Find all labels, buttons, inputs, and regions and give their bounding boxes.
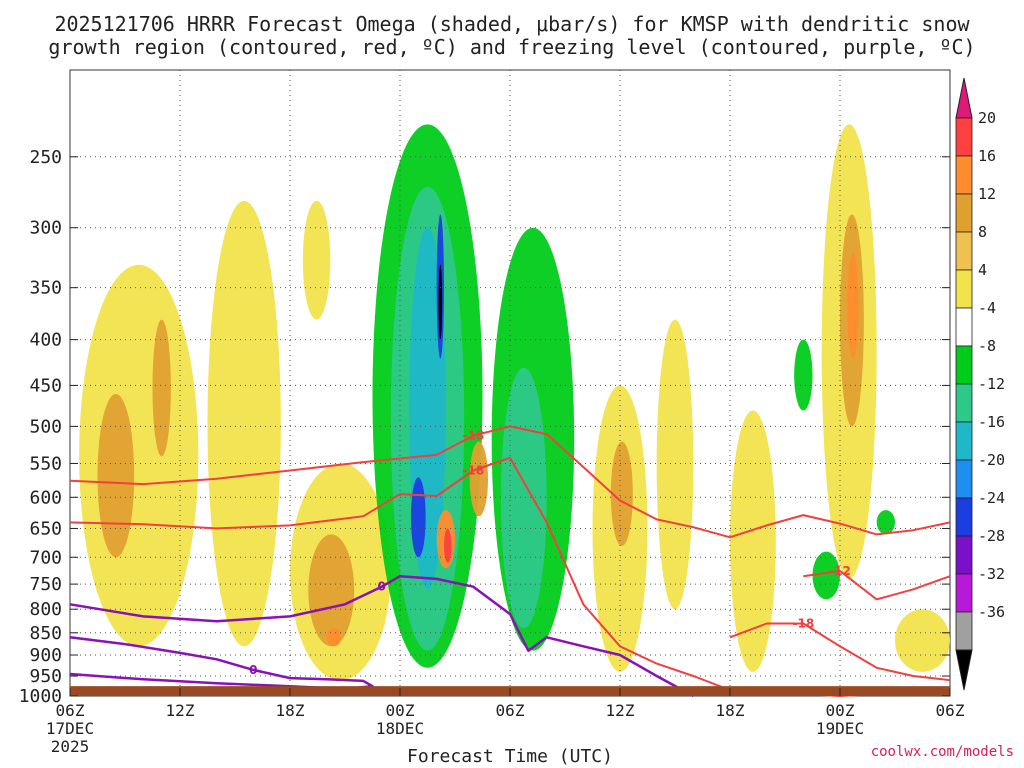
colorbar-label: -24 — [978, 489, 1005, 507]
colorbar-label: 16 — [978, 147, 996, 165]
dendritic-contour-label: -12 — [829, 564, 851, 578]
colorbar-label: -32 — [978, 565, 1005, 583]
colorbar-swatch — [955, 611, 973, 651]
y-tick-label: 950 — [29, 666, 62, 687]
omega-region--8 — [876, 510, 895, 535]
freezing-contour-line — [69, 636, 374, 691]
freezing-contour-line — [69, 574, 694, 698]
omega-region-12 — [847, 252, 859, 359]
colorbar-label: -20 — [978, 451, 1005, 469]
colorbar-swatch — [955, 383, 973, 423]
colorbar-swatch — [955, 573, 973, 613]
y-axis: 2503003504004505005506006507007508008509… — [19, 147, 950, 707]
y-tick-label: 250 — [29, 147, 62, 168]
x-tick-label: 06Z — [936, 701, 965, 720]
colorbar-swatch — [955, 269, 973, 309]
omega-region-8 — [469, 441, 489, 517]
x-tick-label: 06Z — [496, 701, 525, 720]
y-tick-label: 450 — [29, 375, 62, 396]
omega-region-4 — [302, 200, 331, 320]
omega-region-8 — [152, 319, 171, 457]
dendritic-contour-label: -18 — [462, 463, 484, 477]
omega-region--8 — [794, 339, 813, 411]
colorbar-swatch — [955, 155, 973, 195]
x-tick-year: 2025 — [51, 737, 90, 756]
colorbar-label: -28 — [978, 527, 1005, 545]
x-tick-date: 19DEC — [816, 719, 864, 738]
y-tick-label: 600 — [29, 487, 62, 508]
dendritic-contour-label: -18 — [792, 617, 814, 631]
colorbar-label: -8 — [978, 337, 996, 355]
freezing-contour-label: 0 — [377, 580, 385, 594]
x-axis-title: Forecast Time (UTC) — [407, 746, 613, 767]
x-tick-date: 18DEC — [376, 719, 424, 738]
colorbar-label: -4 — [978, 299, 996, 317]
y-tick-label: 800 — [29, 599, 62, 620]
x-tick-date: 17DEC — [46, 719, 94, 738]
colorbar-label: 8 — [978, 223, 987, 241]
omega-region-4 — [730, 410, 776, 672]
title-line-2: growth region (contoured, red, ºC) and f… — [48, 35, 975, 59]
colorbar: 20 16 12 8 4 -4 -8 -12 -16 -20 -24 -28 -32 -36 — [955, 77, 1005, 691]
colorbar-label: -16 — [978, 413, 1005, 431]
y-tick-label: 550 — [29, 453, 62, 474]
colorbar-label: -36 — [978, 603, 1005, 621]
omega-region-4 — [656, 319, 694, 610]
y-tick-label: 750 — [29, 574, 62, 595]
x-tick-label: 06Z — [56, 701, 85, 720]
credit-link[interactable]: coolwx.com/models — [871, 744, 1014, 760]
y-tick-label: 850 — [29, 623, 62, 644]
omega-region-4 — [207, 200, 281, 647]
omega-region-12 — [326, 628, 342, 647]
colorbar-label: 12 — [978, 185, 996, 203]
colorbar-swatch — [955, 193, 973, 233]
x-tick-label: 18Z — [716, 701, 745, 720]
colorbar-swatch — [955, 535, 973, 575]
dendritic-contour-line — [69, 425, 951, 539]
colorbar-label: 20 — [978, 109, 996, 127]
colorbar-top-arrow — [955, 77, 973, 119]
colorbar-swatch — [955, 459, 973, 499]
y-tick-label: 400 — [29, 330, 62, 351]
y-tick-label: 500 — [29, 416, 62, 437]
colorbar-swatch — [955, 231, 973, 271]
x-tick-label: 12Z — [606, 701, 635, 720]
x-tick-label: 18Z — [276, 701, 305, 720]
colorbar-swatch — [955, 497, 973, 537]
colorbar-swatch — [955, 307, 973, 347]
dendritic-contour-label: -18 — [462, 429, 484, 443]
y-tick-label: 1000 — [19, 686, 62, 707]
x-tick-label: 00Z — [826, 701, 855, 720]
omega-region-4 — [895, 609, 950, 672]
colorbar-swatch — [955, 117, 973, 157]
omega-region-8 — [308, 534, 355, 647]
y-tick-label: 900 — [29, 645, 62, 666]
dendritic-contour-line — [803, 569, 951, 601]
y-tick-label: 350 — [29, 278, 62, 299]
x-tick-label: 12Z — [166, 701, 195, 720]
colorbar-swatch — [955, 421, 973, 461]
y-tick-label: 700 — [29, 547, 62, 568]
dendritic-contour-line — [729, 622, 951, 682]
omega-region-20 — [444, 528, 452, 563]
y-tick-label: 650 — [29, 518, 62, 539]
y-tick-label: 300 — [29, 218, 62, 239]
omega-region--12 — [500, 367, 547, 629]
freezing-contour-label: 0 — [249, 663, 257, 677]
omega-region-8 — [610, 441, 633, 546]
colorbar-label: 4 — [978, 261, 987, 279]
colorbar-bottom-arrow — [955, 649, 973, 691]
x-tick-label: 00Z — [386, 701, 415, 720]
title-line-1: 2025121706 HRRR Forecast Omega (shaded, … — [54, 12, 970, 36]
colorbar-swatch — [955, 345, 973, 385]
omega-region--36 — [438, 264, 443, 340]
omega-region--8 — [812, 551, 840, 600]
omega-region-8 — [97, 393, 135, 558]
chart-title: 2025121706 HRRR Forecast Omega (shaded, … — [48, 12, 975, 59]
omega-region--24 — [411, 477, 426, 558]
contour-lines: -18 -18 -12 -18 0 0 — [69, 425, 951, 698]
colorbar-label: -12 — [978, 375, 1005, 393]
